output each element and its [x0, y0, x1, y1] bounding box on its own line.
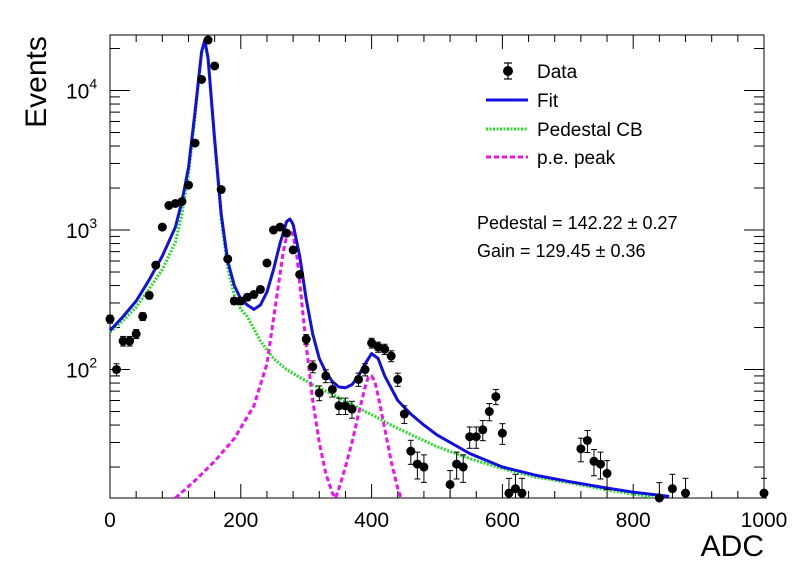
data-point [504, 477, 514, 499]
data-point [151, 260, 161, 270]
curve-fit [108, 38, 670, 498]
data-point [190, 138, 200, 148]
x-tick-label: 200 [223, 509, 258, 532]
data-point [223, 254, 233, 264]
data-point [157, 222, 167, 232]
data-point [465, 426, 475, 449]
data-point [517, 477, 527, 499]
legend-label-fit: Fit [537, 91, 559, 112]
annotation-pedestal: Pedestal = 142.22 ± 0.27 [477, 213, 678, 233]
legend-label-pe-peak: p.e. peak [537, 148, 616, 169]
x-tick-label: 1000 [741, 509, 788, 532]
legend: Data Fit Pedestal CB p.e. peak [486, 62, 643, 169]
data-point [354, 372, 364, 387]
data-point [347, 400, 357, 419]
data-point [491, 388, 501, 406]
plot-frame [109, 34, 765, 499]
data-point [393, 372, 403, 387]
data-point [197, 74, 207, 84]
data-point [210, 61, 220, 71]
data-point [314, 385, 324, 402]
data-point [602, 460, 612, 491]
data-point [183, 180, 193, 190]
data-point [406, 439, 416, 465]
data-point [262, 258, 272, 268]
legend-item-fit: Fit [486, 91, 559, 112]
data-point [203, 35, 213, 45]
x-tick-label: 600 [485, 509, 520, 532]
curve-p-e-peak [174, 228, 403, 500]
legend-label-pedestal: Pedestal CB [537, 120, 643, 141]
data-point [144, 290, 154, 300]
x-tick-labels: 0 200 400 600 800 1000 [104, 509, 787, 532]
y-tick-label: 102 [66, 355, 97, 383]
data-point [471, 426, 481, 449]
data-point [216, 185, 226, 195]
data-point [301, 334, 311, 345]
data-point [112, 363, 122, 377]
fit-curves [108, 38, 670, 500]
y-axis-label: Events [20, 36, 53, 128]
data-point [308, 360, 318, 374]
data-point [510, 473, 520, 499]
data-point [170, 198, 180, 208]
data-point [667, 473, 677, 499]
legend-item-pedestal: Pedestal CB [486, 120, 643, 141]
data-point [399, 405, 409, 424]
data-point [380, 343, 390, 356]
y-tick-label: 104 [66, 76, 97, 104]
data-point [118, 335, 128, 347]
data-point [458, 454, 468, 483]
legend-label-data: Data [537, 62, 578, 83]
x-tick-label: 800 [616, 509, 651, 532]
data-point [419, 454, 429, 483]
data-point [582, 429, 592, 453]
legend-item-data: Data [503, 62, 578, 83]
data-point [275, 222, 285, 232]
data-points [105, 35, 769, 503]
data-point [131, 329, 141, 340]
data-point [288, 245, 298, 255]
data-point [295, 269, 305, 279]
data-point [138, 311, 148, 322]
data-point [478, 420, 488, 442]
data-point [484, 403, 494, 422]
x-tick-label: 0 [104, 509, 116, 532]
data-point [255, 284, 265, 294]
data-point [327, 382, 337, 398]
data-point [497, 423, 507, 445]
x-tick-label: 400 [354, 509, 389, 532]
data-point [681, 477, 691, 499]
data-point [236, 296, 246, 306]
data-point [229, 296, 239, 306]
data-point [759, 477, 769, 499]
data-point [321, 369, 331, 384]
data-point [105, 314, 115, 324]
data-point [367, 337, 377, 349]
data-point [125, 335, 135, 347]
data-point [445, 470, 455, 499]
axis-ticks [109, 35, 765, 498]
annotation-gain: Gain = 129.45 ± 0.36 [477, 241, 646, 261]
y-tick-label: 103 [66, 215, 97, 243]
data-point [576, 437, 586, 463]
x-axis-label: ADC [701, 530, 764, 563]
curve-pedestal-cb [108, 39, 654, 499]
data-point [596, 451, 605, 480]
data-point [654, 482, 664, 503]
data-point [360, 363, 370, 377]
y-tick-labels: 102 103 104 [66, 76, 97, 383]
data-point [334, 397, 344, 416]
legend-item-pe-peak: p.e. peak [486, 148, 616, 169]
data-point [386, 350, 396, 363]
legend-marker-data [503, 66, 513, 76]
data-point [282, 228, 292, 238]
data-point [177, 197, 187, 207]
data-point [249, 290, 259, 300]
